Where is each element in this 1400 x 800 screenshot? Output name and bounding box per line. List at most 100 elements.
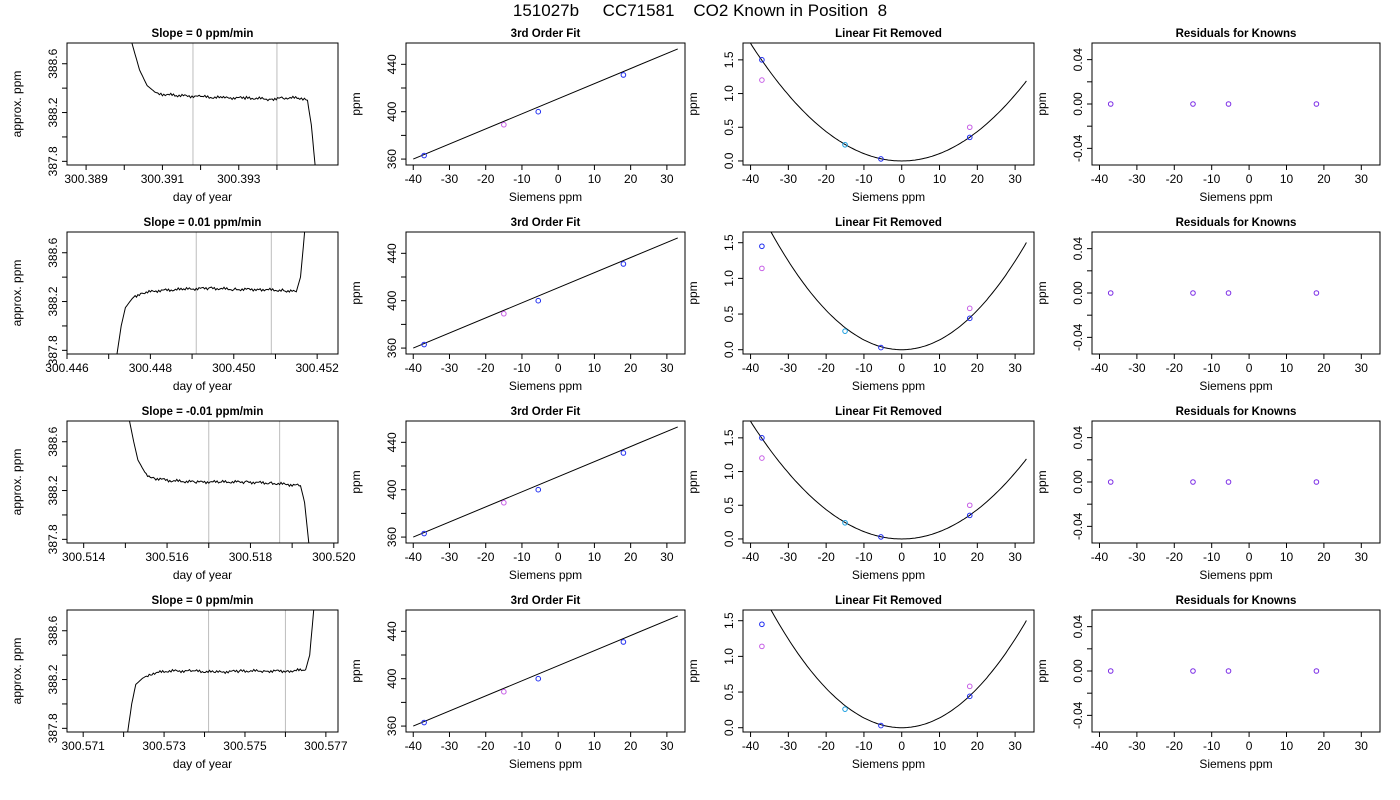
y-tick-label: 0.00: [1071, 92, 1085, 116]
y-axis-label: ppm: [349, 659, 363, 682]
x-tick-label: 30: [1008, 550, 1022, 564]
y-tick-label: 1.0: [722, 85, 736, 102]
x-tick-label: 20: [1317, 361, 1331, 375]
y-axis-label: approx. ppm: [10, 449, 24, 516]
data-point: [421, 530, 427, 537]
x-tick-label: 10: [1280, 172, 1294, 186]
panel-title: Slope = 0 ppm/min: [152, 595, 254, 607]
x-tick-label: 10: [588, 361, 602, 375]
data-point: [1107, 101, 1114, 107]
y-tick-label: 0.00: [1071, 281, 1085, 305]
y-tick-label: 0.5: [722, 305, 736, 322]
data-point: [966, 315, 973, 322]
ppm-trace-line: [116, 232, 306, 354]
plot-frame: [66, 420, 339, 544]
y-tick-label: -0.04: [1071, 701, 1085, 729]
panel-4-1: Slope = 0 ppm/min 300.571 300.573 300.575 30…: [10, 595, 348, 771]
x-tick-label: -30: [441, 361, 459, 375]
data-point: [501, 688, 507, 695]
x-axis-label: Siemens ppm: [509, 190, 582, 204]
data-point: [501, 499, 507, 506]
x-axis-label: Siemens ppm: [509, 757, 582, 771]
x-tick-label: -30: [780, 550, 798, 564]
x-tick-label: 10: [1280, 550, 1294, 564]
y-tick-label: 1.0: [722, 648, 736, 665]
x-tick-label: 10: [933, 172, 947, 186]
plot-area: [127, 610, 315, 732]
x-tick-label: 300.577: [304, 739, 348, 753]
x-tick-label: 20: [971, 550, 985, 564]
plot-frame: [405, 42, 686, 166]
panel-title: 3rd Order Fit: [511, 595, 581, 607]
y-axis-label: ppm: [1035, 92, 1049, 115]
x-tick-label: 20: [971, 739, 985, 753]
x-tick-label: -20: [1166, 361, 1184, 375]
data-point: [966, 134, 973, 141]
data-point: [759, 643, 765, 650]
data-point: [620, 639, 627, 645]
x-tick-label: 300.514: [62, 550, 106, 564]
x-tick-label: -10: [855, 361, 873, 375]
x-tick-label: -40: [1091, 172, 1109, 186]
y-tick-label: 1.5: [722, 612, 736, 629]
data-point: [421, 719, 427, 726]
x-tick-label: -30: [441, 172, 459, 186]
y-tick-label: 387.8: [46, 335, 60, 365]
figure-title: 151027b CC71581 CO2 Known in Position 8: [512, 1, 888, 20]
plot-frame: [66, 231, 339, 355]
x-tick-label: -10: [855, 739, 873, 753]
panel-2-4: Residuals for Knowns -40 -30 -20 -10 0 10 20 30 S…: [1035, 217, 1381, 393]
plot-area: [413, 48, 678, 160]
x-tick-label: -40: [742, 550, 760, 564]
panel-title: 3rd Order Fit: [511, 406, 581, 418]
y-tick-label: 440: [385, 243, 399, 263]
x-axis-label: Siemens ppm: [509, 568, 582, 582]
x-tick-label: -30: [1128, 361, 1146, 375]
y-axis-label: ppm: [349, 470, 363, 493]
x-tick-label: -20: [477, 550, 495, 564]
plot-frame: [742, 609, 1035, 733]
data-point: [1107, 290, 1114, 296]
y-tick-label: -0.04: [1071, 512, 1085, 540]
plot-area: [131, 43, 316, 165]
x-axis-label: day of year: [173, 757, 232, 771]
x-tick-label: -20: [1166, 739, 1184, 753]
x-axis-label: day of year: [173, 568, 232, 582]
data-point: [620, 261, 627, 267]
x-tick-label: -30: [1128, 739, 1146, 753]
data-point: [842, 706, 848, 712]
x-tick-label: 20: [1317, 172, 1331, 186]
x-tick-label: -20: [817, 739, 835, 753]
data-point: [620, 450, 627, 456]
y-tick-label: 400: [385, 668, 399, 688]
plot-frame: [1091, 420, 1381, 544]
data-point: [759, 77, 765, 83]
x-tick-label: 20: [624, 550, 638, 564]
y-tick-label: 1.5: [722, 234, 736, 251]
plot-area: [413, 615, 678, 727]
y-tick-label: 360: [385, 716, 399, 736]
data-point: [535, 297, 542, 304]
ppm-trace-line: [131, 43, 316, 165]
panel-title: Residuals for Knowns: [1176, 28, 1297, 40]
x-tick-label: 30: [1355, 172, 1369, 186]
x-tick-label: 30: [660, 550, 674, 564]
y-tick-label: 440: [385, 432, 399, 452]
x-tick-label: 10: [588, 172, 602, 186]
data-point: [759, 621, 765, 628]
y-tick-label: 387.8: [46, 713, 60, 743]
data-point: [501, 121, 507, 128]
y-tick-label: 388.6: [46, 237, 60, 267]
panel-title: Linear Fit Removed: [835, 28, 942, 40]
panel-1-1: Slope = 0 ppm/min 300.389 300.391 300.393 da…: [10, 28, 339, 204]
data-point: [535, 486, 542, 493]
y-axis-label: ppm: [686, 470, 700, 493]
data-point: [1225, 479, 1232, 485]
panel-1-3: Linear Fit Removed -40 -30 -20 -10 0 10 20 30 Sie…: [686, 28, 1035, 204]
x-tick-label: -40: [742, 739, 760, 753]
x-axis-label: day of year: [173, 190, 232, 204]
data-point: [421, 152, 427, 159]
panel-4-2: 3rd Order Fit -40 -30 -20 -10 0 10 20 30 Siemens …: [349, 595, 686, 771]
x-tick-label: 0: [898, 361, 905, 375]
